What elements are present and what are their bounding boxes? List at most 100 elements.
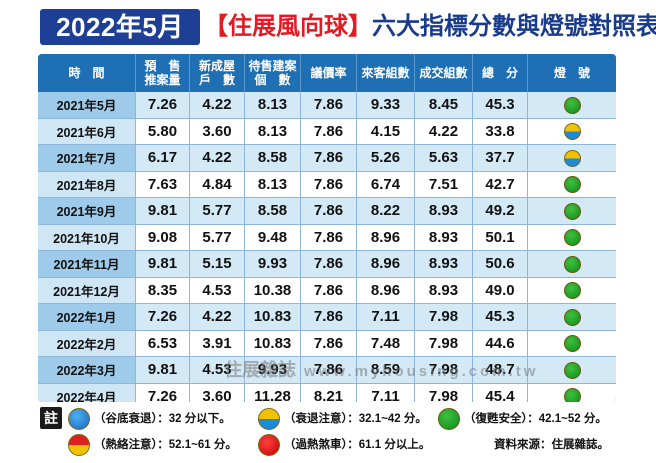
table-row: 2021年10月 9.08 5.77 9.48 7.86 8.96 8.93 50.1 (38, 224, 616, 251)
column-header: 待售建案個 數 (245, 54, 301, 92)
legend: 註 （谷底衰退）：32 分以下。 （衰退注意）：32.1~42 分。 （復甦安全… (38, 405, 616, 459)
cell-new-units: 5.77 (190, 198, 245, 225)
cell-new-units: 3.60 (190, 383, 245, 402)
cell-bargain: 7.86 (301, 277, 357, 304)
column-header-line: 新成屋 (198, 59, 235, 73)
cell-date: 2021年7月 (38, 145, 136, 172)
cell-pending: 9.93 (245, 251, 301, 278)
cell-visitors: 6.74 (357, 171, 415, 198)
cell-bargain: 7.86 (301, 118, 357, 145)
cell-bargain: 7.86 (301, 251, 357, 278)
watermark-cn: 住展雜誌 (224, 360, 296, 380)
green-light-icon (563, 335, 581, 353)
table-header-row: 時 間預 售推案量 新成屋戶 數待售建案個 數議價率 來客組數 成交組數總 分燈 號 (38, 54, 616, 92)
cell-deals: 7.98 (415, 304, 473, 331)
cell-new-units: 5.77 (190, 224, 245, 251)
cell-deals: 5.63 (415, 145, 473, 172)
cell-total: 44.6 (473, 330, 528, 357)
cell-new-units: 4.53 (190, 277, 245, 304)
legend-item-hot-watch: （熱絡注意）：52.1~61 分。 (68, 433, 237, 457)
green-light-icon (563, 229, 581, 247)
green-light-icon (563, 255, 581, 273)
cell-presale: 5.80 (136, 118, 190, 145)
column-header: 總 分 (473, 54, 528, 92)
cell-visitors: 4.15 (357, 118, 415, 145)
cell-date: 2021年12月 (38, 277, 136, 304)
column-header-line: 待售建案 (248, 59, 297, 73)
cell-pending: 8.13 (245, 118, 301, 145)
cell-bargain: 7.86 (301, 198, 357, 225)
signal-table-page: 2022年5月 【住展風向球】六大指標分數與燈號對照表 時 間預 售推案量 新成屋… (38, 6, 656, 459)
column-header-line: 成交組數 (419, 66, 468, 80)
legend-item-recovery: （復甦安全）：42.1~52 分。 (438, 407, 607, 431)
cell-pending: 8.58 (245, 198, 301, 225)
cell-signal (528, 92, 616, 119)
cell-bargain: 7.86 (301, 330, 357, 357)
cell-date: 2021年6月 (38, 118, 136, 145)
cell-visitors: 9.33 (357, 92, 415, 119)
green-light-icon (563, 361, 581, 379)
legend-item-decline-watch: （衰退注意）：32.1~42 分。 (258, 407, 427, 431)
legend-text: （熱絡注意）：52.1~61 分。 (94, 439, 237, 451)
table-row: 2021年9月 9.81 5.77 8.58 7.86 8.22 8.93 49.2 (38, 198, 616, 225)
cell-presale: 7.63 (136, 171, 190, 198)
indicator-table: 時 間預 售推案量 新成屋戶 數待售建案個 數議價率 來客組數 成交組數總 分燈 號 … (38, 54, 616, 402)
cell-total: 37.7 (473, 145, 528, 172)
cell-total: 42.7 (473, 171, 528, 198)
cell-signal (528, 330, 616, 357)
table-row: 2021年6月 5.80 3.60 8.13 7.86 4.15 4.22 33.8 (38, 118, 616, 145)
cell-total: 33.8 (473, 118, 528, 145)
cell-visitors: 7.11 (357, 383, 415, 402)
cell-date: 2021年10月 (38, 224, 136, 251)
table-row: 2022年4月 7.26 3.60 11.28 8.21 7.11 7.98 45.4 (38, 383, 616, 402)
table-row: 2022年1月 7.26 4.22 10.83 7.86 7.11 7.98 45.3 (38, 304, 616, 331)
note-label: 註 (40, 407, 62, 429)
cell-visitors: 8.59 (357, 357, 415, 384)
column-header-line: 個 數 (254, 73, 291, 87)
legend-text: （復甦安全）：42.1~52 分。 (464, 413, 607, 425)
legend-text: （谷底衰退）：32 分以下。 (94, 413, 231, 425)
column-header-line: 總 分 (481, 66, 518, 80)
cell-bargain: 7.86 (301, 304, 357, 331)
cell-pending: 10.38 (245, 277, 301, 304)
cell-deals: 7.51 (415, 171, 473, 198)
cell-visitors: 7.11 (357, 304, 415, 331)
cell-pending: 9.48 (245, 224, 301, 251)
cell-total: 45.3 (473, 304, 528, 331)
cell-signal (528, 383, 616, 402)
cell-visitors: 8.96 (357, 251, 415, 278)
cell-total: 49.0 (473, 277, 528, 304)
column-header: 成交組數 (415, 54, 473, 92)
column-header-line: 燈 號 (553, 66, 590, 80)
table-row: 2022年3月 9.81 4.53 9.93 7.86 8.59 7.98 48.7 (38, 357, 616, 384)
table-row: 2021年8月 7.63 4.84 8.13 7.86 6.74 7.51 42.7 (38, 171, 616, 198)
cell-bargain: 8.21 (301, 383, 357, 402)
cell-deals: 7.98 (415, 330, 473, 357)
cell-new-units: 4.22 (190, 304, 245, 331)
cell-presale: 7.26 (136, 92, 190, 119)
column-header-line: 推案量 (144, 73, 181, 87)
date-badge: 2022年5月 (40, 9, 200, 45)
cell-presale: 6.17 (136, 145, 190, 172)
cell-deals: 8.93 (415, 277, 473, 304)
green-light-icon (563, 202, 581, 220)
cell-presale: 9.81 (136, 357, 190, 384)
cell-pending: 8.58 (245, 145, 301, 172)
cell-date: 2022年1月 (38, 304, 136, 331)
title-bracket: 【住展風向球】 (204, 13, 372, 40)
column-header-line: 戶 數 (198, 73, 235, 87)
green-light-icon (563, 282, 581, 300)
cell-new-units: 4.84 (190, 171, 245, 198)
column-header-line: 議價率 (310, 66, 347, 80)
header: 2022年5月 【住展風向球】六大指標分數與燈號對照表 (38, 6, 656, 48)
green-light-icon (563, 96, 581, 114)
cell-deals: 8.93 (415, 198, 473, 225)
cell-visitors: 8.96 (357, 224, 415, 251)
cell-new-units: 5.15 (190, 251, 245, 278)
cell-signal (528, 198, 616, 225)
table-row: 2021年7月 6.17 4.22 8.58 7.86 5.26 5.63 37.7 (38, 145, 616, 172)
column-header: 燈 號 (528, 54, 616, 92)
green-light-icon (563, 308, 581, 326)
cell-pending: 9.93 (245, 357, 301, 384)
watermark-url: www.myhousing.com.tw (304, 363, 539, 380)
